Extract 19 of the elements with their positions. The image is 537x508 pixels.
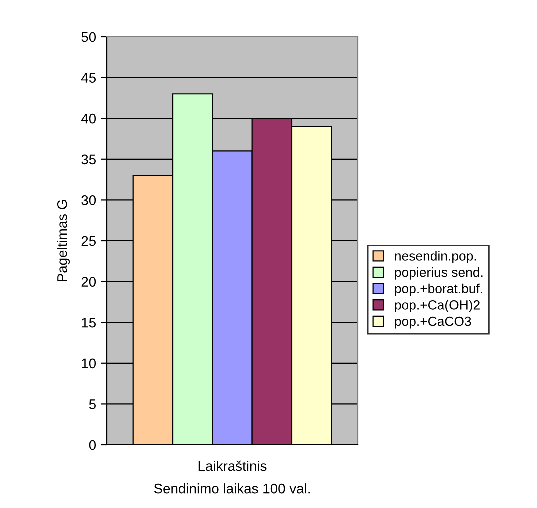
x-axis-title: Laikraštinis (198, 460, 267, 472)
y-tick-label: 5 (89, 400, 96, 410)
y-axis-title: Pageltimas G (57, 200, 70, 282)
y-tick-label: 10 (82, 358, 96, 369)
y-tick-label: 50 (82, 32, 96, 42)
y-tick-label: 0 (89, 440, 96, 450)
legend-label: pop.+CaCO3 (395, 316, 472, 329)
legend-label: nesendin.pop. (395, 251, 476, 264)
legend-label: popierius send. (395, 268, 483, 280)
y-tick-label: 15 (82, 318, 96, 328)
y-tick-label: 45 (81, 73, 96, 83)
y-tick-label: 35 (82, 154, 96, 165)
text: Sendinimo laikas 100 val. (154, 484, 310, 494)
y-tick-label: 30 (82, 196, 96, 206)
legend-label: pop.+Ca(OH)2 (395, 300, 480, 312)
legend-label: pop.+borat.buf. (395, 284, 482, 296)
y-tick-label: 25 (82, 236, 96, 246)
y-tick-label: 20 (82, 277, 96, 287)
y-tick-label: 40 (81, 114, 96, 124)
